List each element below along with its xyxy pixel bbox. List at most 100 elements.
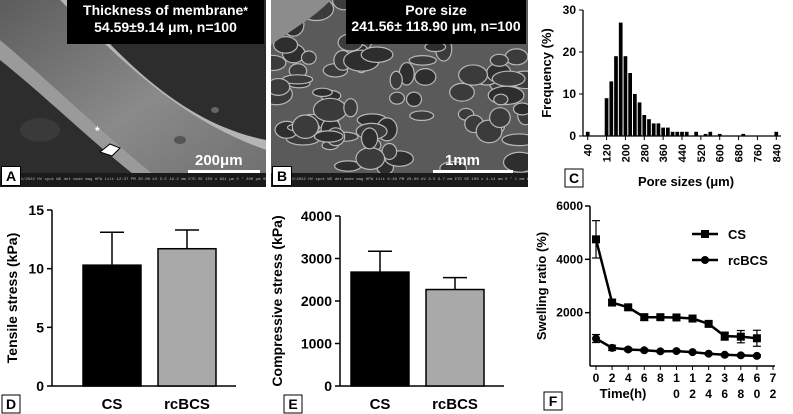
data-point-circle — [608, 343, 617, 352]
x-tick-label: 2 — [689, 387, 696, 401]
sem-image-pore-size: Pore size 241.56± 118.90 μm, n=100 1mm 3… — [271, 0, 528, 187]
histogram-bar — [628, 73, 632, 136]
panel-letter-e: E — [283, 394, 303, 414]
tensile-stress-chart: 0 5 10 15 CS rcBCS Tensile stress (kPa) D — [1, 202, 236, 414]
x-tick-label: 2 — [705, 371, 712, 385]
x-tick-label: 120 — [602, 144, 614, 162]
thickness-marker-icon — [98, 143, 121, 157]
histogram-bar — [609, 81, 614, 136]
x-tick-label: 40 — [583, 144, 595, 156]
x-tick-label: 200 — [620, 144, 632, 162]
pore-texture — [389, 91, 406, 105]
pore-size-histogram: 0 10 20 30 40 120 200 280 360 440 520 600 680 760 840 F… — [539, 3, 783, 189]
panel-letter-a: A — [1, 166, 21, 186]
bar-cs — [82, 264, 142, 387]
y-tick-label: 10 — [28, 261, 44, 277]
pore-texture — [360, 127, 379, 150]
pore-texture — [300, 50, 317, 65]
x-tick-label: 4 — [737, 371, 744, 385]
histogram-bar — [684, 131, 689, 136]
data-point-circle — [736, 351, 745, 360]
membrane-thickness-overlay: Thickness of membrane* 54.59±9.14 μm, n=… — [67, 0, 264, 44]
pore-texture — [355, 147, 386, 171]
data-point-square — [656, 313, 665, 322]
membrane-edge-texture — [271, 0, 331, 45]
bar-rcbcs — [425, 288, 485, 387]
y-tick-label: 5 — [36, 319, 44, 335]
overlay-value: 241.56± 118.90 μm, n=100 — [351, 18, 521, 35]
y-axis-label: Frequency (%) — [539, 28, 554, 118]
overlay-title: Thickness of membrane — [83, 2, 244, 18]
histogram-bar — [623, 56, 628, 137]
scale-bar-b — [433, 170, 513, 173]
data-point-square — [752, 334, 761, 343]
data-point-circle — [624, 345, 633, 354]
histogram-bar — [661, 127, 665, 136]
histogram-bar — [680, 131, 684, 136]
pore-texture — [409, 110, 435, 122]
data-point-square — [640, 313, 649, 322]
y-axis-label: Swelling ratio (%) — [534, 232, 549, 340]
x-tick-label: 6 — [721, 387, 728, 401]
histogram-bar — [618, 22, 623, 137]
panel-letter-d: D — [1, 394, 21, 414]
pore-texture — [408, 55, 437, 66]
histogram-bar — [694, 131, 698, 136]
data-point-square — [624, 303, 633, 312]
x-tick-label: 280 — [639, 144, 651, 162]
y-axis-label: Compressive stress (kPa) — [269, 215, 285, 386]
data-point-square — [608, 298, 617, 307]
x-tick-label: 8 — [737, 387, 744, 401]
histogram-bar — [708, 131, 713, 136]
y-tick-label: 3000 — [301, 251, 332, 267]
category-label: CS — [370, 396, 391, 413]
pore-texture — [343, 98, 358, 118]
data-point-circle — [752, 351, 761, 360]
pore-texture — [502, 151, 528, 173]
y-tick-label: 15 — [28, 202, 44, 218]
pore-texture — [504, 48, 528, 66]
pore-texture — [449, 82, 475, 102]
data-point-circle — [672, 347, 681, 356]
pore-texture — [271, 54, 287, 72]
pore-texture — [491, 70, 526, 87]
panel-letter-c-text: C — [569, 170, 579, 186]
pore-texture — [313, 130, 344, 143]
data-point-circle — [720, 350, 729, 359]
histogram-bar — [647, 119, 651, 136]
pore-texture — [489, 53, 509, 67]
data-point-square — [672, 313, 681, 322]
pore-texture — [414, 68, 437, 86]
x-tick-label: 440 — [677, 144, 689, 162]
sem-info-bar-a: 16/2022 HV spot WD det mode mag HFW tilt… — [0, 173, 266, 187]
panel-letter-b: B — [272, 166, 292, 186]
pore-texture — [312, 87, 333, 98]
data-point-square — [736, 332, 745, 341]
category-label: CS — [102, 396, 123, 413]
panel-letter-e-box — [283, 394, 303, 414]
pore-texture — [360, 46, 394, 63]
legend-marker — [701, 256, 709, 264]
histogram-bar — [666, 127, 670, 136]
compressive-stress-chart: 0 1000 2000 3000 4000 CS rcBCS Compressive stre… — [269, 208, 504, 414]
x-tick-label: 4 — [705, 387, 712, 401]
y-tick-label: 4000 — [301, 208, 332, 224]
pore-texture — [458, 64, 489, 86]
histogram-bar — [585, 131, 590, 136]
histogram-bar — [703, 133, 708, 136]
pore-texture — [312, 97, 348, 123]
x-tick-label: 6 — [641, 371, 648, 385]
sem-info-bar-b: 30/2022 HV spot WD det mode mag HFW tilt… — [271, 173, 528, 187]
y-tick-label: 0 — [36, 378, 44, 394]
legend-marker — [701, 230, 709, 238]
x-axis-label: Time(h) — [600, 386, 647, 401]
panel-letter-d-box — [1, 394, 21, 414]
histogram-bar — [604, 98, 609, 136]
category-label: rcBCS — [432, 396, 478, 413]
scale-bar-a — [188, 170, 260, 173]
panel-letter-e-text: E — [288, 396, 297, 412]
x-tick-label: 3 — [721, 371, 728, 385]
overlay-title: Pore size — [405, 2, 467, 18]
pore-texture — [501, 133, 528, 147]
